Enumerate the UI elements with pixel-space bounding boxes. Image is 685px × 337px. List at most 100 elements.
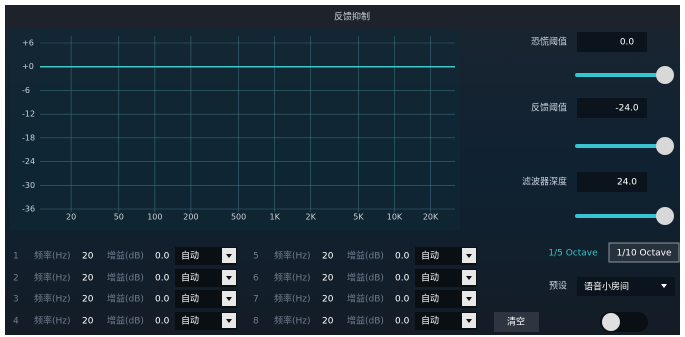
freq-value: 20 (322, 274, 334, 284)
filter-index: 1 (13, 252, 19, 262)
freq-label: 频率(Hz) (34, 272, 71, 284)
freq-label: 频率(Hz) (34, 315, 71, 327)
freq-label: 频率(Hz) (34, 250, 71, 262)
filter-index: 7 (253, 295, 259, 305)
y-tick-label: +0 (22, 62, 34, 71)
octave-text: 1/5 Octave (548, 249, 598, 259)
x-tick-label: 100 (147, 213, 162, 222)
y-tick-label: -30 (22, 181, 35, 190)
control-label: 滤波器深度 (522, 176, 567, 188)
clear-text: 清空 (507, 316, 525, 328)
value-input[interactable] (577, 172, 647, 192)
window-title: 反馈抑制 (334, 11, 370, 23)
freq-label: 频率(Hz) (274, 250, 311, 262)
preset-dropdown[interactable] (577, 277, 675, 296)
gain-value: 0.0 (395, 317, 410, 327)
gain-label: 增益(dB) (107, 250, 144, 262)
clear-button[interactable] (494, 312, 539, 332)
filter-index: 4 (13, 317, 19, 327)
octave-button[interactable] (608, 242, 680, 263)
slider-track[interactable] (575, 214, 665, 218)
dropdown-arrow (226, 297, 232, 301)
mode-value: 自动 (421, 293, 439, 305)
x-tick-label: 500 (231, 213, 246, 222)
mode-value: 自动 (421, 315, 439, 327)
dropdown-arrow (466, 297, 472, 301)
mode-value: 自动 (421, 272, 439, 284)
filter-index: 3 (13, 295, 19, 305)
x-tick-label: 20K (423, 213, 439, 222)
toggle-knob (602, 313, 620, 331)
x-tick-label: 20 (66, 213, 76, 222)
mode-value: 自动 (181, 250, 199, 262)
title-bar (5, 5, 680, 27)
y-tick-label: +6 (22, 39, 34, 48)
slider-knob[interactable] (656, 137, 674, 155)
mode-dropdown[interactable] (415, 269, 477, 287)
gain-value: 0.0 (155, 295, 170, 305)
dropdown-arrow (226, 254, 232, 258)
preset-label: 预设 (549, 281, 567, 292)
mode-dropdown[interactable] (175, 247, 237, 265)
gain-value: 0.0 (395, 252, 410, 262)
gain-label: 增益(dB) (347, 315, 384, 327)
mode-value: 自动 (181, 293, 199, 305)
freq-label: 频率(Hz) (274, 272, 311, 284)
dropdown-arrow (226, 276, 232, 280)
mode-value: 自动 (181, 272, 199, 284)
mode-value: 自动 (181, 315, 199, 327)
y-tick-label: -24 (22, 157, 35, 166)
mode-dropdown[interactable] (415, 247, 477, 265)
freq-value: 20 (322, 252, 334, 262)
gain-label: 增益(dB) (107, 272, 144, 284)
freq-label: 频率(Hz) (274, 315, 311, 327)
octave-button[interactable] (540, 243, 606, 262)
control-label: 反馈阈值 (531, 102, 567, 114)
y-tick-label: -6 (22, 86, 30, 95)
x-tick-label: 10K (387, 213, 403, 222)
dropdown-arrow (661, 284, 667, 288)
freq-label: 频率(Hz) (274, 293, 311, 305)
gain-value: 0.0 (395, 295, 410, 305)
gain-label: 增益(dB) (347, 293, 384, 305)
gain-value: 0.0 (155, 274, 170, 284)
freq-value: 20 (322, 295, 334, 305)
freq-value: 20 (82, 252, 94, 262)
freq-label: 频率(Hz) (34, 293, 71, 305)
y-tick-label: -12 (22, 110, 35, 119)
mode-value: 自动 (421, 250, 439, 262)
dropdown-arrow (466, 254, 472, 258)
filter-index: 2 (13, 274, 19, 284)
freq-value: 20 (82, 274, 94, 284)
mode-dropdown[interactable] (175, 290, 237, 308)
dropdown-arrow (466, 276, 472, 280)
value-text: 24.0 (617, 178, 637, 188)
value-text: 0.0 (620, 38, 635, 48)
slider-knob[interactable] (656, 66, 674, 84)
mode-dropdown[interactable] (415, 290, 477, 308)
mode-dropdown[interactable] (415, 312, 477, 330)
x-tick-label: 1K (269, 213, 280, 222)
y-tick-label: -36 (22, 205, 35, 214)
mode-dropdown[interactable] (175, 269, 237, 287)
dropdown-arrow (226, 319, 232, 323)
gain-label: 增益(dB) (107, 315, 144, 327)
gain-label: 增益(dB) (107, 293, 144, 305)
gain-label: 增益(dB) (347, 250, 384, 262)
slider-knob[interactable] (656, 207, 674, 225)
plot-area (10, 30, 460, 230)
x-tick-label: 5K (353, 213, 364, 222)
slider-track[interactable] (575, 144, 665, 148)
control-label: 恐慌阈值 (531, 36, 567, 48)
octave-text: 1/10 Octave (616, 249, 671, 259)
freq-value: 20 (322, 317, 334, 327)
value-input[interactable] (577, 32, 647, 52)
mode-dropdown[interactable] (175, 312, 237, 330)
filter-index: 6 (253, 274, 259, 284)
x-tick-label: 2K (306, 213, 317, 222)
slider-track[interactable] (575, 73, 665, 77)
value-input[interactable] (577, 98, 647, 118)
preset-value: 语音小房间 (584, 281, 629, 293)
gain-value: 0.0 (155, 252, 170, 262)
filter-index: 8 (253, 317, 259, 327)
